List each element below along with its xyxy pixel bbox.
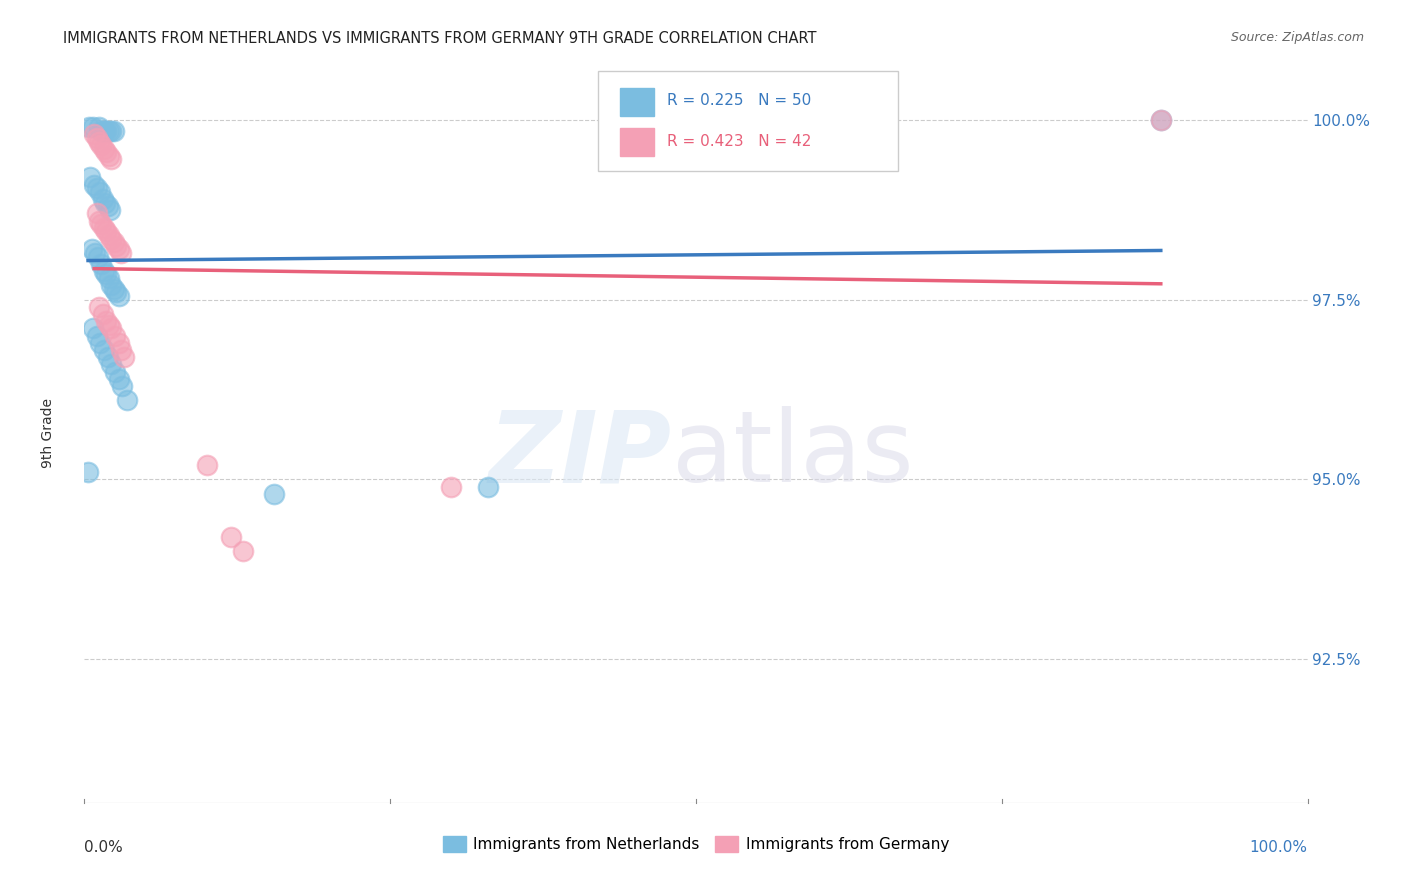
Point	[97, 227, 120, 242]
Point	[97, 271, 120, 285]
Point	[115, 393, 138, 408]
Point	[79, 170, 101, 185]
Point	[97, 318, 120, 332]
Point	[83, 128, 105, 142]
Point	[86, 328, 108, 343]
Point	[89, 185, 111, 199]
Point	[103, 282, 125, 296]
Point	[93, 142, 115, 156]
Bar	[620, 87, 654, 116]
Point	[86, 206, 108, 220]
Point	[82, 120, 104, 135]
Point	[96, 124, 118, 138]
Text: IMMIGRANTS FROM NETHERLANDS VS IMMIGRANTS FROM GERMANY 9TH GRADE CORRELATION CHA: IMMIGRANTS FROM NETHERLANDS VS IMMIGRANT…	[63, 31, 817, 46]
Point	[100, 231, 122, 245]
Text: atlas: atlas	[672, 407, 912, 503]
Point	[219, 530, 242, 544]
Point	[103, 235, 125, 249]
Text: ZIP: ZIP	[488, 407, 672, 503]
Point	[87, 300, 110, 314]
Point	[110, 343, 132, 357]
Point	[97, 350, 120, 364]
Point	[87, 120, 110, 135]
Point	[90, 138, 112, 153]
Point	[98, 202, 121, 217]
Bar	[620, 128, 654, 156]
Point	[82, 321, 104, 335]
Point	[104, 328, 127, 343]
Point	[94, 195, 117, 210]
Text: R = 0.225   N = 50: R = 0.225 N = 50	[666, 94, 811, 109]
Point	[89, 335, 111, 350]
Point	[107, 289, 129, 303]
Legend: Immigrants from Netherlands, Immigrants from Germany: Immigrants from Netherlands, Immigrants …	[437, 830, 955, 858]
Point	[93, 124, 115, 138]
Point	[84, 246, 107, 260]
Point	[96, 314, 118, 328]
Point	[77, 120, 100, 135]
Point	[87, 213, 110, 227]
Point	[87, 135, 110, 149]
Text: Source: ZipAtlas.com: Source: ZipAtlas.com	[1230, 31, 1364, 45]
Point	[111, 379, 134, 393]
Point	[97, 149, 120, 163]
Point	[107, 372, 129, 386]
Point	[77, 465, 100, 479]
Point	[100, 321, 122, 335]
Point	[112, 350, 135, 364]
Point	[110, 246, 132, 260]
Text: 0.0%: 0.0%	[84, 840, 124, 855]
Point	[93, 264, 115, 278]
Point	[86, 181, 108, 195]
Point	[90, 124, 112, 138]
Point	[104, 365, 127, 379]
Point	[100, 357, 122, 371]
Point	[87, 250, 110, 264]
Point	[1150, 112, 1173, 127]
Point	[97, 124, 120, 138]
Point	[91, 192, 114, 206]
Point	[103, 124, 125, 138]
Point	[477, 479, 499, 493]
Point	[83, 178, 105, 192]
Point	[105, 285, 128, 300]
Point	[100, 124, 122, 138]
Point	[97, 199, 120, 213]
Text: 9th Grade: 9th Grade	[41, 398, 55, 467]
Point	[90, 217, 112, 231]
Point	[100, 153, 122, 167]
Point	[195, 458, 218, 472]
Text: 100.0%: 100.0%	[1250, 840, 1308, 855]
Point	[96, 145, 118, 160]
Point	[91, 307, 114, 321]
Point	[107, 243, 129, 257]
Point	[100, 278, 122, 293]
Point	[90, 257, 112, 271]
Point	[96, 268, 118, 282]
Point	[232, 544, 254, 558]
Point	[1150, 112, 1173, 127]
FancyBboxPatch shape	[598, 71, 898, 171]
Point	[105, 238, 128, 252]
Point	[93, 343, 115, 357]
Text: R = 0.423   N = 42: R = 0.423 N = 42	[666, 134, 811, 149]
Point	[96, 224, 118, 238]
Point	[86, 131, 108, 145]
Point	[107, 335, 129, 350]
Point	[80, 243, 103, 257]
Point	[263, 486, 285, 500]
Point	[93, 220, 115, 235]
Point	[440, 479, 463, 493]
